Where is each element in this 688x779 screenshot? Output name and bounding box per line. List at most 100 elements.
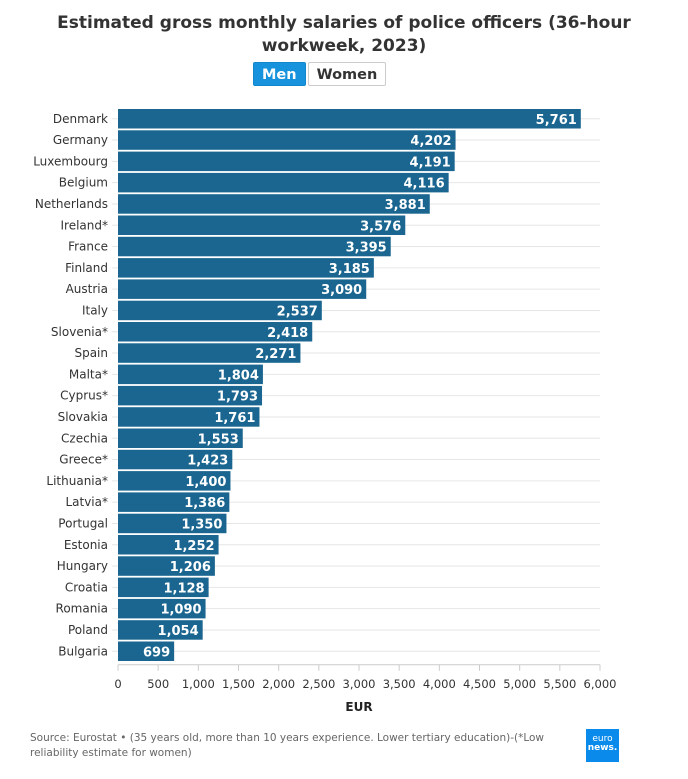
data-label: 1,793 [217,390,258,405]
data-label: 4,116 [404,177,445,192]
source-note: Source: Eurostat • (35 years old, more t… [30,732,545,759]
data-label: 4,202 [410,134,451,149]
data-label: 4,191 [410,155,451,170]
data-label: 3,395 [346,241,387,256]
bar [118,385,263,406]
x-tick-label: 2,000 [262,677,295,691]
data-label: 1,761 [214,411,255,426]
bar [118,364,263,385]
data-label: 2,537 [277,304,318,319]
bar [118,109,581,129]
data-label: 1,350 [181,517,222,532]
category-label: Bulgaria [58,644,108,658]
bar [118,556,215,576]
data-label: 3,090 [321,283,362,298]
bar [118,449,233,470]
bar [118,535,219,555]
x-tick-label: 3,000 [343,677,376,691]
category-label: Hungary [57,559,108,573]
x-tick-label: 4,000 [423,677,456,691]
data-label: 3,576 [360,219,401,234]
bar [118,620,203,640]
category-label: Greece* [59,453,108,467]
chart-title: Estimated gross monthly salaries of poli… [57,13,631,56]
category-label: Denmark [53,112,108,126]
x-tick-label: 1,000 [182,677,215,691]
bar [118,172,449,193]
category-label: Poland [68,623,108,637]
category-label: Romania [56,602,108,616]
data-label: 1,128 [163,581,204,596]
data-label: 1,553 [198,432,239,447]
x-tick-label: 5,000 [503,677,536,691]
x-tick-label: 0 [114,677,121,691]
bar [118,577,209,598]
bar [118,471,231,491]
category-label: Belgium [59,176,108,190]
bar [118,300,322,321]
x-tick-label: 1,500 [222,677,255,691]
bar [118,236,391,257]
bar [118,428,243,448]
data-label: 1,252 [173,539,214,554]
category-label: Czechia [61,431,108,445]
data-label: 1,386 [184,496,225,511]
men-toggle-button[interactable]: Men [253,62,306,86]
category-label: Lithuania* [46,474,108,488]
category-label: Italy [82,303,108,317]
x-tick-label: 2,500 [302,677,335,691]
category-label: Spain [74,346,108,360]
category-label: Croatia [65,580,108,594]
x-tick-label: 3,500 [383,677,416,691]
bar [118,641,175,661]
women-toggle-button[interactable]: Women [307,62,387,86]
data-label: 5,761 [536,113,577,128]
data-label: 3,185 [329,262,370,277]
bar [118,343,301,363]
data-label: 699 [143,645,170,660]
category-label: Estonia [64,538,108,552]
x-tick-label: 6,000 [584,677,617,691]
data-label: 1,090 [160,603,201,618]
category-label: Finland [65,261,108,275]
x-tick-label: 500 [147,677,169,691]
bar [118,130,456,150]
data-label: 2,418 [267,326,308,341]
category-label: Germany [53,133,108,147]
x-tick-label: 4,500 [463,677,496,691]
euronews-logo: euro news. [586,729,619,762]
category-label: Malta* [69,367,108,381]
data-label: 1,206 [170,560,211,575]
bar [118,279,367,299]
x-tick-label: 5,500 [543,677,576,691]
data-label: 2,271 [255,347,296,362]
category-label: Cyprus* [60,389,108,403]
category-label: Portugal [58,516,108,530]
category-label: Austria [66,282,108,296]
category-label: Slovakia [58,410,108,424]
data-label: 1,400 [185,475,226,490]
data-label: 1,423 [187,454,228,469]
category-label: Netherlands [35,197,108,211]
category-label: France [68,240,108,254]
data-label: 3,881 [385,198,426,213]
bar [118,492,230,512]
x-axis-title: EUR [345,700,372,714]
data-label: 1,804 [218,368,259,383]
bar [118,215,406,235]
bar [118,407,260,427]
category-label: Slovenia* [51,325,108,339]
bar [118,598,206,619]
category-label: Latvia* [65,495,108,509]
category-label: Luxembourg [33,154,108,168]
bar [118,194,430,214]
bar [118,151,455,172]
bar [118,258,374,278]
bar [118,322,313,342]
bar [118,513,227,534]
category-label: Ireland* [60,218,108,232]
data-label: 1,054 [158,624,199,639]
gender-toggle: Men Women [253,62,387,86]
